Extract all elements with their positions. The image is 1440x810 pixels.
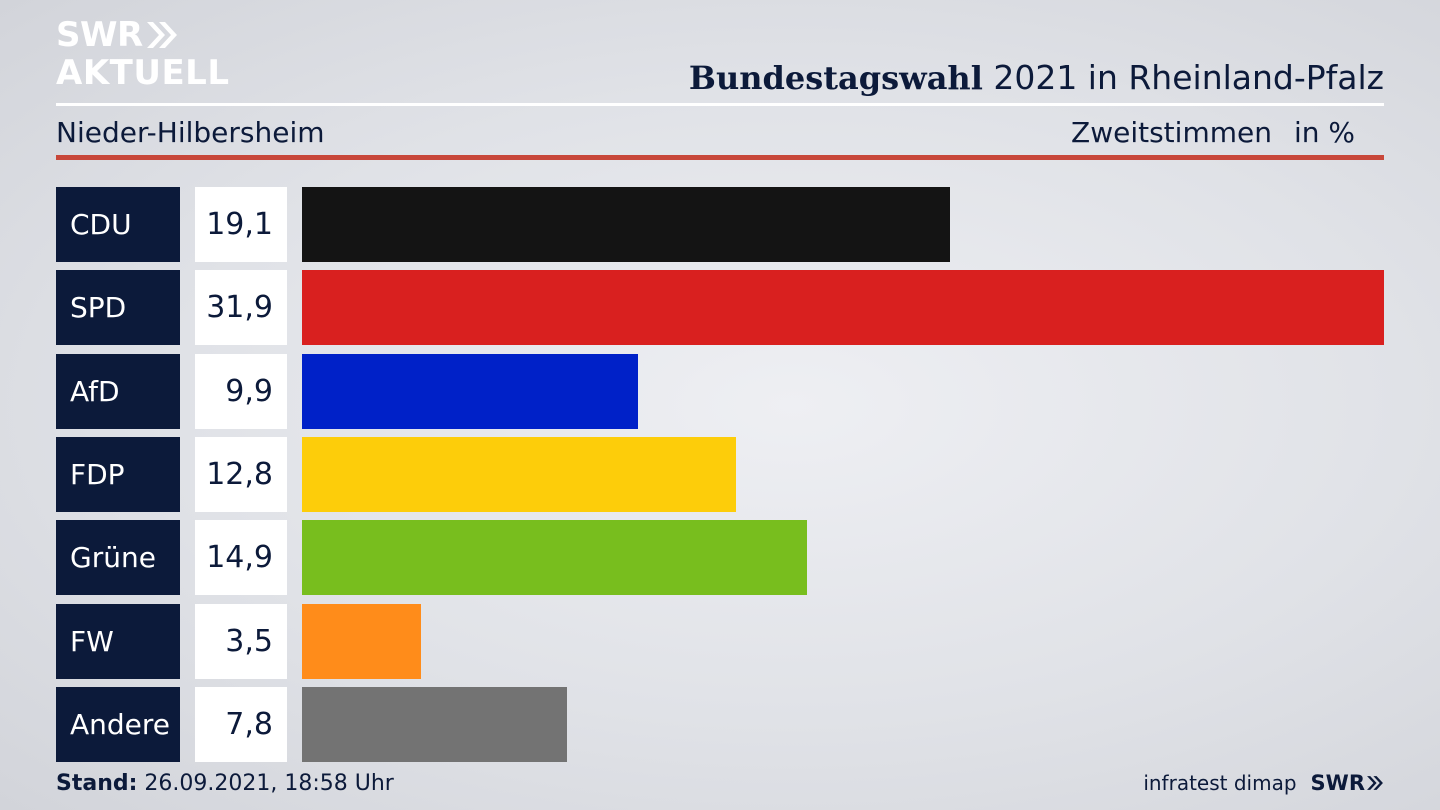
value-label: 12,8 (195, 436, 287, 512)
party-label: AfD (56, 353, 180, 429)
value-label: 19,1 (195, 187, 287, 262)
logo-swr-text: SWR (56, 15, 143, 55)
footer-credits: infratest dimap SWR (1143, 771, 1384, 795)
stand-value: 26.09.2021, 18:58 Uhr (137, 771, 394, 796)
party-label: CDU (56, 187, 180, 262)
party-label: Andere (56, 686, 180, 762)
bar-row: FDP 12,8 (56, 436, 1384, 512)
value-label: 7,8 (195, 686, 287, 762)
header-divider (56, 103, 1384, 106)
value-label: 3,5 (195, 603, 287, 679)
bar-afd (302, 353, 638, 429)
bar-row: AfD 9,9 (56, 353, 1384, 429)
chart-title-bold: Bundestagswahl (688, 59, 983, 97)
bar-row: FW 3,5 (56, 603, 1384, 679)
value-label: 31,9 (195, 270, 287, 346)
party-label: Grüne (56, 520, 180, 596)
bar-row: Andere 7,8 (56, 686, 1384, 762)
bar-spd (302, 270, 1384, 346)
source-label: infratest dimap (1143, 771, 1297, 795)
swr-footer-text: SWR (1310, 771, 1365, 795)
double-chevron-icon (1367, 776, 1383, 790)
bar-cdu (302, 187, 950, 262)
double-chevron-icon (146, 22, 177, 48)
measure-label: Zweitstimmen in % (1071, 116, 1355, 149)
swr-aktuell-logo: SWR AKTUELL (56, 16, 230, 90)
stand-label: Stand: (56, 771, 138, 796)
bar-row: Grüne 14,9 (56, 520, 1384, 596)
accent-divider (56, 155, 1384, 160)
chart-title: Bundestagswahl 2021 in Rheinland-Pfalz (689, 58, 1384, 97)
bar-gr-ne (302, 520, 807, 596)
region-name: Nieder-Hilbersheim (56, 116, 325, 149)
timestamp: Stand: 26.09.2021, 18:58 Uhr (56, 771, 394, 796)
logo-aktuell-text: AKTUELL (56, 53, 230, 93)
value-label: 9,9 (195, 353, 287, 429)
bar-fdp (302, 436, 736, 512)
bar-row: SPD 31,9 (56, 270, 1384, 346)
party-label: SPD (56, 270, 180, 346)
party-label: FW (56, 603, 180, 679)
bar-row: CDU 19,1 (56, 187, 1384, 262)
value-label: 14,9 (195, 520, 287, 596)
party-label: FDP (56, 436, 180, 512)
bar-fw (302, 603, 421, 679)
swr-footer-logo: SWR (1311, 771, 1384, 795)
measure-text: Zweitstimmen (1071, 116, 1272, 149)
bar-andere (302, 686, 567, 762)
unit-text: in % (1293, 116, 1355, 149)
chart-title-rest: 2021 in Rheinland-Pfalz (982, 58, 1384, 97)
